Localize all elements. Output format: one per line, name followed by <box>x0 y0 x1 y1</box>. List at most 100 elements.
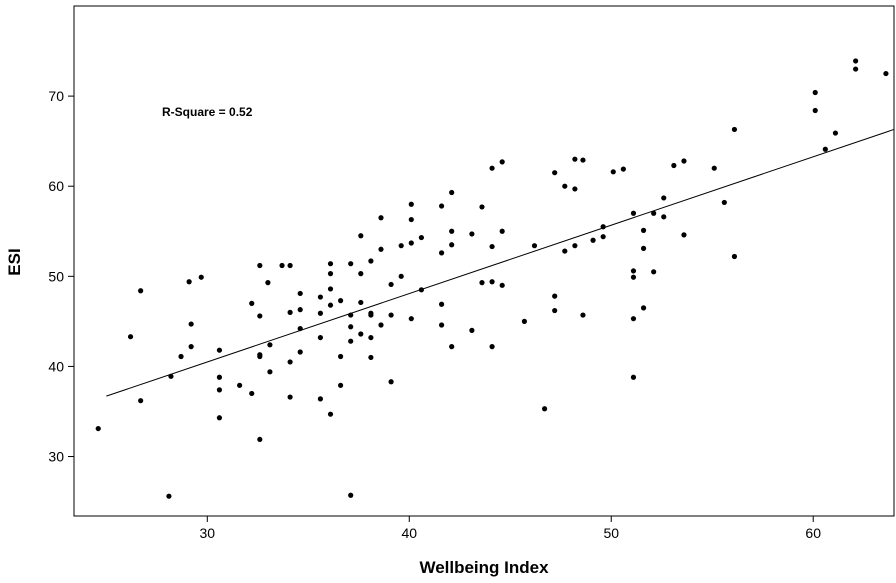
data-point <box>378 215 384 221</box>
data-point <box>198 274 204 280</box>
data-point <box>640 305 647 311</box>
data-point <box>620 166 626 172</box>
data-point <box>297 349 303 355</box>
data-point <box>216 387 223 393</box>
data-point <box>127 334 134 340</box>
data-point <box>640 227 647 233</box>
data-point <box>216 374 223 380</box>
data-point <box>267 369 273 375</box>
data-point <box>651 269 657 275</box>
data-point <box>368 354 374 361</box>
y-tick-label: 40 <box>48 358 64 374</box>
data-point <box>408 316 414 322</box>
data-point <box>216 415 223 421</box>
data-point <box>186 279 192 285</box>
x-tick-label: 50 <box>603 525 619 541</box>
data-point <box>287 359 293 365</box>
data-point <box>257 436 263 443</box>
data-point <box>489 279 495 285</box>
data-point <box>327 261 334 267</box>
data-point <box>138 398 144 404</box>
data-point <box>358 331 364 337</box>
data-point <box>408 201 414 207</box>
data-point <box>552 293 558 299</box>
data-point <box>590 237 596 243</box>
y-axis-title: ESI <box>5 248 24 275</box>
data-point <box>600 234 606 240</box>
data-point <box>368 312 374 318</box>
data-point <box>580 157 586 163</box>
data-point <box>317 396 324 402</box>
y-tick-label: 60 <box>48 178 64 194</box>
data-point <box>358 233 364 239</box>
data-point <box>630 316 637 322</box>
data-point <box>671 162 677 169</box>
data-point <box>438 322 445 328</box>
data-point <box>630 210 637 216</box>
data-point <box>812 89 818 96</box>
data-point <box>541 406 548 412</box>
data-point <box>358 271 364 277</box>
data-point <box>287 309 293 315</box>
data-point <box>257 353 263 360</box>
data-point <box>469 231 475 237</box>
data-point <box>580 312 586 318</box>
data-point <box>388 281 394 288</box>
data-point <box>348 324 354 330</box>
data-point <box>95 425 101 432</box>
data-point <box>338 298 344 304</box>
data-point <box>297 290 303 297</box>
data-point <box>731 253 738 260</box>
y-tick-label: 50 <box>48 268 64 284</box>
data-point <box>630 274 637 280</box>
data-point <box>368 334 374 341</box>
data-point <box>562 248 568 254</box>
data-point <box>832 130 839 136</box>
data-point <box>572 186 578 192</box>
data-point <box>489 165 495 171</box>
data-point <box>166 493 172 499</box>
data-point <box>531 243 538 249</box>
data-point <box>348 492 354 498</box>
x-axis-title: Wellbeing Index <box>419 558 549 577</box>
y-tick-label: 30 <box>48 449 64 465</box>
data-point <box>630 268 637 274</box>
data-point <box>327 286 334 292</box>
data-point <box>479 280 485 286</box>
data-point <box>265 280 271 286</box>
data-point <box>327 302 334 308</box>
data-point <box>853 58 859 64</box>
data-point <box>572 156 578 162</box>
r-square-annotation: R-Square = 0.52 <box>162 105 253 119</box>
data-point <box>438 203 445 209</box>
data-point <box>249 300 255 306</box>
data-points <box>95 58 889 499</box>
data-point <box>651 210 657 216</box>
data-point <box>287 394 293 400</box>
data-point <box>348 338 354 344</box>
data-point <box>449 344 455 350</box>
data-point <box>562 183 568 189</box>
data-point <box>138 288 144 294</box>
data-point <box>378 322 384 328</box>
data-point <box>853 66 859 72</box>
data-point <box>731 126 738 133</box>
data-point <box>267 342 273 348</box>
data-point <box>338 382 344 388</box>
data-point <box>327 271 334 277</box>
data-point <box>327 411 334 417</box>
data-point <box>388 312 394 318</box>
data-point <box>552 307 558 314</box>
data-point <box>348 261 354 267</box>
data-point <box>883 70 889 77</box>
y-tick-label: 70 <box>48 88 64 104</box>
data-point <box>237 382 243 388</box>
data-point <box>358 299 364 306</box>
data-point <box>216 347 223 353</box>
x-tick-label: 60 <box>805 525 821 541</box>
data-point <box>499 282 505 288</box>
regression-line <box>106 128 895 397</box>
data-point <box>499 228 505 234</box>
data-point <box>188 321 194 327</box>
x-tick-label: 40 <box>401 525 417 541</box>
